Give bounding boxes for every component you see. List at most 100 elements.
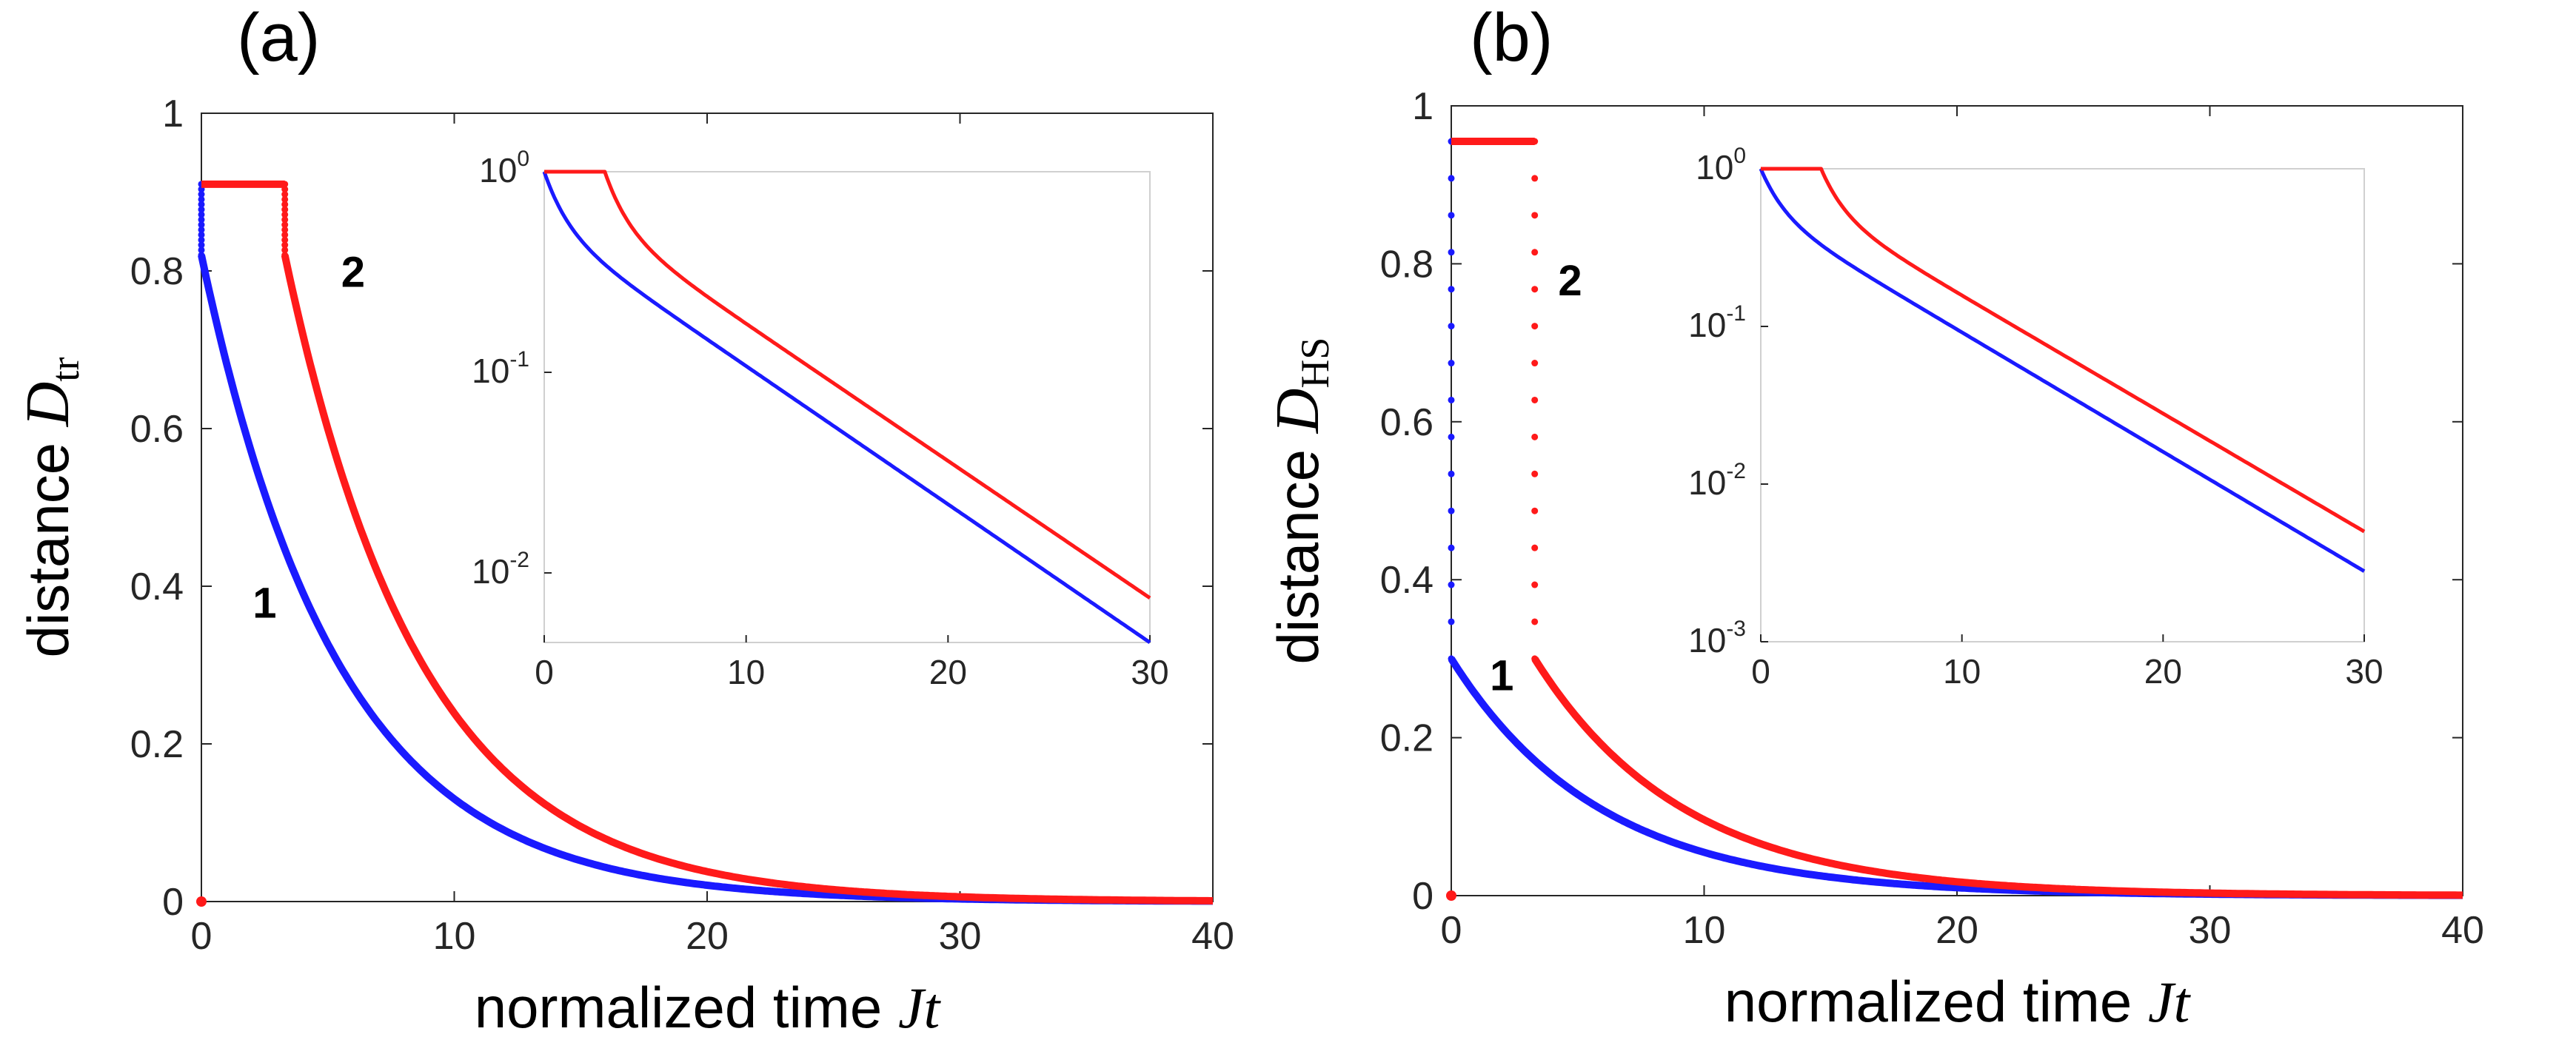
inset-y-tick-exponent: 0 — [1733, 144, 1746, 168]
series-1-drop-point — [1448, 470, 1455, 477]
x-tick-label: 30 — [939, 915, 982, 958]
series-2-drop-point — [1531, 507, 1539, 514]
series-1-drop-point — [198, 195, 205, 203]
inset-y-tick-exponent: -1 — [1726, 301, 1746, 326]
x-tick-label: 10 — [1683, 909, 1726, 952]
series-1-drop-point — [198, 241, 205, 249]
series-2-drop-point — [281, 211, 289, 218]
series-1-drop-point — [1448, 323, 1455, 330]
inset-box — [1760, 168, 2365, 642]
series-1-drop-point — [1448, 618, 1455, 625]
x-axis-label-text: normalized time — [1724, 969, 2148, 1034]
x-tick-label: 40 — [2441, 909, 2484, 952]
inset-series-1-line — [1759, 168, 2366, 573]
series-2-origin-point — [1446, 890, 1456, 901]
curve-label-1: 1 — [252, 580, 276, 628]
series-1-line — [1448, 657, 2464, 899]
series-2-drop-point — [281, 216, 289, 224]
x-tick-label: 10 — [433, 915, 476, 958]
inset-x-tick-label: 0 — [535, 653, 554, 691]
series-2-drop-point — [1531, 544, 1539, 551]
curve-label-2: 2 — [1558, 257, 1582, 305]
y-axis-label-subscript: tr — [43, 358, 87, 382]
y-tick-label: 0.2 — [1380, 717, 1433, 760]
series-1-drop-point — [198, 206, 205, 213]
series-1-drop-point — [1448, 212, 1455, 219]
series-1-drop-point — [198, 201, 205, 208]
x-tick-label: 0 — [191, 915, 213, 958]
series-1-drop-point — [1448, 544, 1455, 551]
series-2-drop-point — [1531, 396, 1539, 403]
x-axis-label: normalized time Jt — [1724, 969, 2192, 1034]
y-tick-label: 0.4 — [130, 566, 184, 608]
inset-series-1-line — [542, 171, 1151, 645]
series-1-drop-point — [198, 226, 205, 233]
y-axis-label-symbol: D — [1263, 389, 1332, 434]
inset-y-tick-exponent: -1 — [509, 347, 529, 372]
y-tick-label: 1 — [1412, 85, 1433, 128]
series-2-drop-point — [281, 246, 289, 254]
series-1-drop-point — [1448, 396, 1455, 403]
y-tick-label: 0 — [1412, 875, 1433, 918]
inset-y-tick-exponent: -2 — [1726, 459, 1746, 483]
panel-label: (b) — [1470, 0, 1553, 75]
y-tick-label: 0.6 — [1380, 401, 1433, 444]
y-axis-label: distance DHS — [1263, 338, 1337, 665]
series-2-drop-point — [1531, 138, 1539, 145]
series-2-drop-point — [281, 221, 289, 229]
inset-x-tick-label: 20 — [2144, 652, 2182, 691]
series-2-drop-point — [281, 241, 289, 249]
series-2-line — [281, 254, 1214, 905]
x-axis-label: normalized time Jt — [475, 975, 942, 1037]
y-tick-label: 0.6 — [130, 408, 184, 451]
series-1-drop-point — [198, 191, 205, 198]
x-tick-label: 40 — [1191, 915, 1234, 958]
inset-y-tick-exponent: -2 — [509, 548, 529, 572]
inset-y-tick-base: 10 — [472, 352, 509, 390]
x-axis-label-var: Jt — [2148, 970, 2192, 1034]
inset-y-tick-label: 100 — [479, 147, 529, 189]
series-2-drop-point — [281, 191, 289, 198]
series-2 — [1446, 138, 2464, 901]
inset-y-tick-label: 10-2 — [1688, 459, 1746, 502]
y-tick-label: 0.4 — [1380, 559, 1433, 602]
series-2-drop-point — [1531, 249, 1539, 256]
y-axis-label-text: distance — [1265, 433, 1331, 664]
series-2-drop-point — [1531, 323, 1539, 330]
series-1-drop-point — [1448, 175, 1455, 182]
inset-y-tick-base: 10 — [1688, 621, 1726, 660]
y-tick-label: 0.8 — [1380, 243, 1433, 286]
inset-y-tick-label: 10-1 — [472, 347, 529, 390]
y-axis-label: distance Dtr — [13, 358, 87, 658]
series-1-drop-point — [1448, 433, 1455, 440]
inset-x-tick-label: 0 — [1751, 652, 1770, 691]
inset-x-tick-label: 10 — [1943, 652, 1981, 691]
inset-y-tick-base: 10 — [472, 552, 509, 591]
x-tick-label: 30 — [2189, 909, 2232, 952]
series-1-drop-point — [1448, 507, 1455, 514]
x-tick-label: 20 — [1936, 909, 1978, 952]
series-1-drop-point — [198, 211, 205, 218]
series-1-drop-point — [198, 221, 205, 229]
series-2-drop-point — [1531, 470, 1539, 477]
series-1-drop-point — [1448, 249, 1455, 256]
inset-y-tick-label: 10-3 — [1688, 617, 1746, 660]
series-2-drop-point — [281, 201, 289, 208]
y-axis-label-text: distance — [16, 426, 81, 657]
series-2-drop-point — [1531, 212, 1539, 219]
x-tick-label: 20 — [686, 915, 729, 958]
curve-label-2: 2 — [341, 248, 365, 296]
inset-series-2-line — [1761, 167, 2366, 534]
inset-y-tick-base: 10 — [1688, 306, 1726, 344]
series-1-drop-point — [198, 246, 205, 254]
series-1-drop-point — [1448, 581, 1455, 588]
series-1-drop-point — [1448, 286, 1455, 293]
inset-y-tick-base: 10 — [479, 151, 517, 189]
inset-y-tick-label: 10-1 — [1688, 301, 1746, 344]
series-2-drop-point — [1531, 581, 1539, 588]
y-axis-label-symbol: D — [13, 382, 82, 428]
series-2-drop-point — [281, 236, 289, 244]
